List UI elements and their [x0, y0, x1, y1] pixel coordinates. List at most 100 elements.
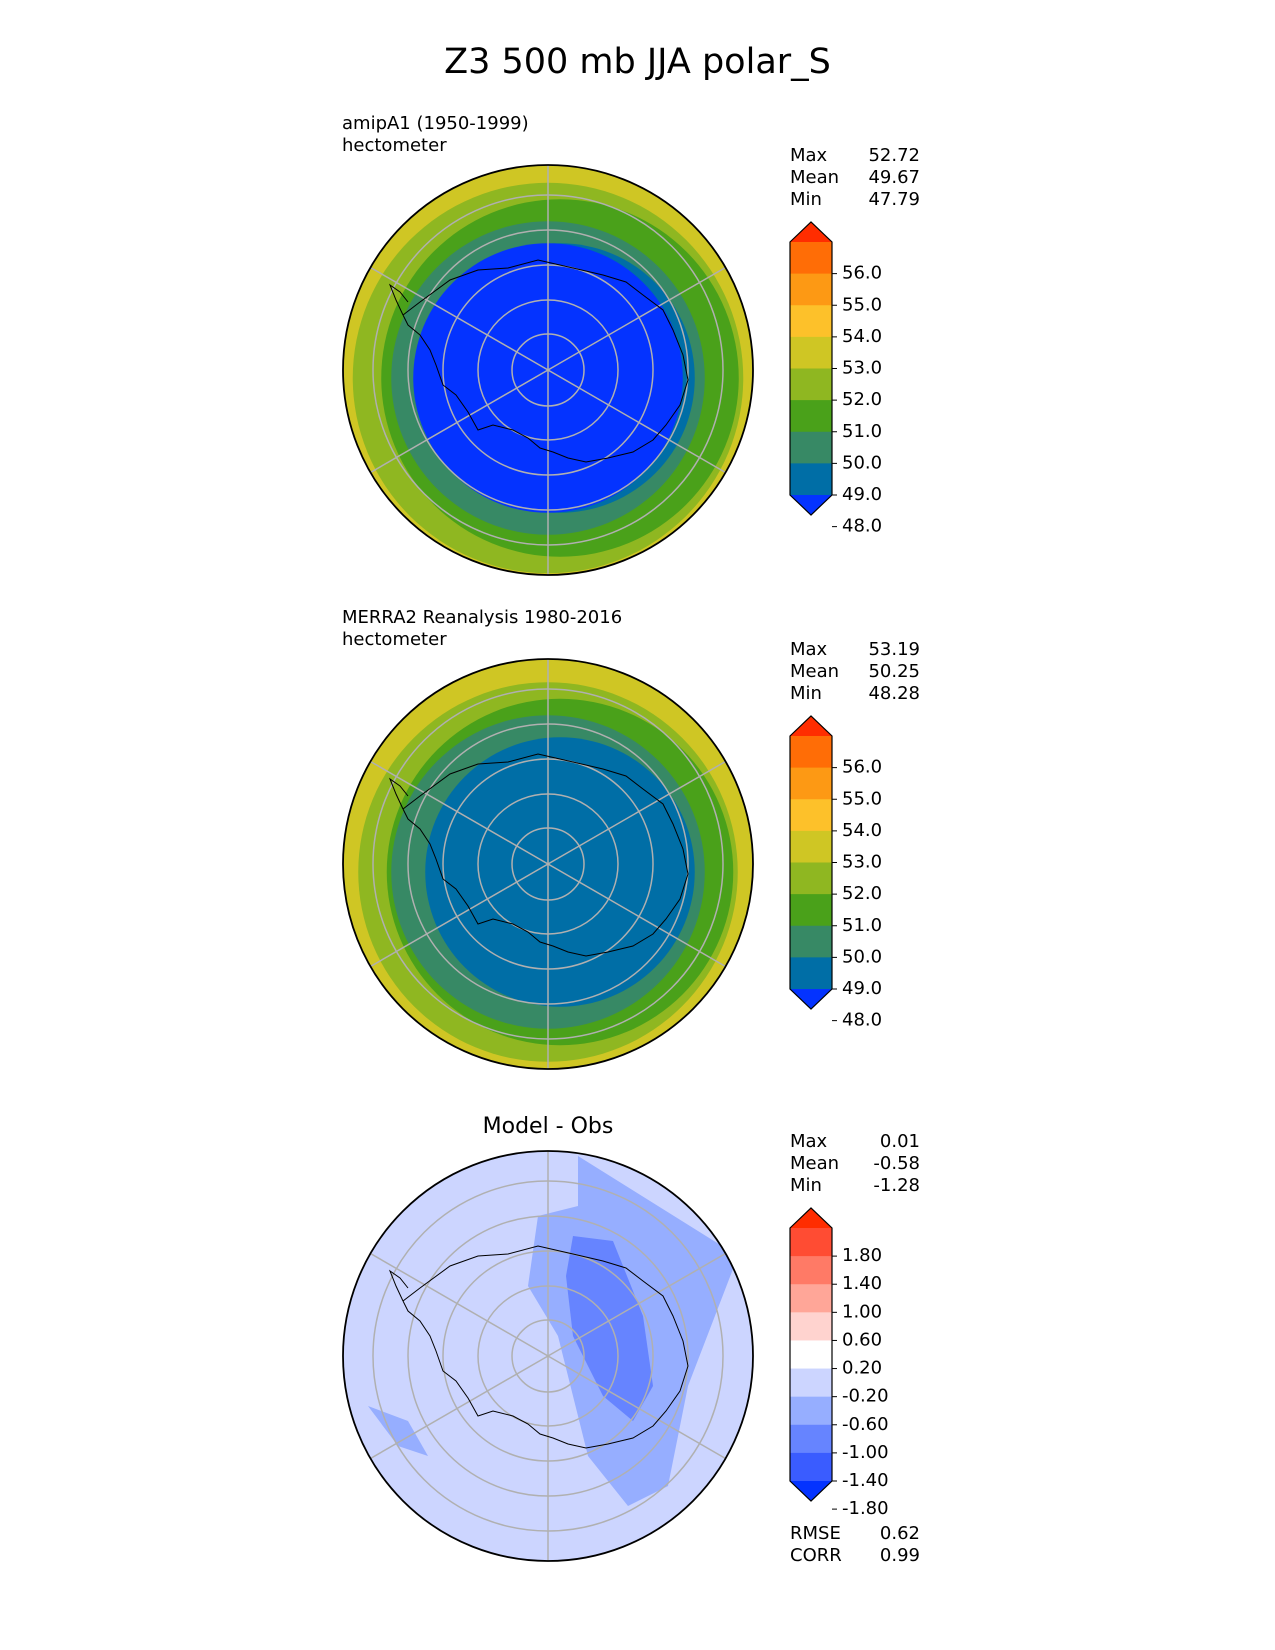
longitude-gridline: [547, 369, 726, 474]
stat-label: Max: [790, 639, 828, 660]
figure-title: Z3 500 mb JJA polar_S: [444, 42, 831, 82]
map-boundary: [342, 1150, 754, 1562]
colorbar-segment: [790, 368, 832, 401]
antarctica-coastline: [402, 753, 689, 957]
colorbar-tick-label: 0.20: [842, 1358, 882, 1379]
metric-value: 0.99: [879, 1545, 920, 1566]
metric-label: RMSE: [790, 1523, 841, 1544]
colorbar-segment: [790, 894, 832, 927]
panel3-metrics: RMSE 0.62 CORR 0.99: [790, 1523, 920, 1567]
stat-label: Min: [790, 683, 822, 704]
longitude-gridline: [370, 1252, 549, 1357]
longitude-gridline: [547, 863, 726, 968]
peninsula-coastline: [388, 283, 409, 316]
panel2-stats: Max 53.19 Mean 50.25 Min 48.28: [790, 639, 920, 705]
stat-value: 0.01: [879, 1131, 920, 1152]
stat-value: 53.19: [868, 639, 920, 660]
colorbar-segment: [790, 799, 832, 832]
colorbar-tick-label: 1.00: [842, 1301, 882, 1322]
colorbar-tick-label: 49.0: [842, 978, 882, 999]
longitude-gridline: [547, 760, 726, 865]
map-boundary: [342, 658, 754, 1070]
stat-label: Max: [790, 145, 828, 166]
stat-value: 52.72: [868, 145, 920, 166]
colorbar-bottom-extend: [790, 1481, 832, 1501]
colorbar-segment: [790, 767, 832, 800]
colorbar-segment: [790, 1312, 832, 1341]
map-boundary: [342, 164, 754, 576]
colorbar-tick-label: 50.0: [842, 452, 882, 473]
colorbar-tick-label: -0.20: [842, 1386, 889, 1407]
panel2-title: MERRA2 Reanalysis 1980-2016: [342, 607, 623, 628]
colorbar-top-extend: [790, 1208, 832, 1228]
colorbar-segment: [790, 336, 832, 369]
stat-value: 48.28: [868, 683, 920, 704]
colorbar-segment: [790, 1424, 832, 1454]
colorbar-top-extend: [790, 716, 832, 736]
field-band: [425, 737, 695, 1007]
stat-value: 50.25: [868, 661, 920, 682]
colorbar-segment: [790, 400, 832, 433]
colorbar-segment: [790, 463, 832, 496]
colorbar-tick-label: 49.0: [842, 484, 882, 505]
colorbar-tick-label: 53.0: [842, 852, 882, 873]
antarctica-coastline: [402, 1245, 689, 1449]
colorbar-segment: [790, 273, 832, 306]
field-band-dark: [566, 1236, 653, 1421]
stat-value: -0.58: [873, 1153, 920, 1174]
colorbar-tick-label: 53.0: [842, 358, 882, 379]
colorbar-bottom-extend: [790, 989, 832, 1009]
metric-value: 0.62: [879, 1523, 920, 1544]
colorbar-segment: [790, 1228, 832, 1257]
stat-value: -1.28: [873, 1175, 920, 1196]
colorbar-tick-label: 51.0: [842, 421, 882, 442]
colorbar-segment: [790, 305, 832, 338]
colorbar-segment: [790, 242, 832, 275]
colorbar-tick-label: 48.0: [842, 516, 882, 537]
colorbar-segment: [790, 1396, 832, 1426]
colorbar-top-extend: [790, 222, 832, 242]
colorbar-tick-label: 56.0: [842, 263, 882, 284]
peninsula-coastline: [388, 1269, 409, 1302]
colorbar-segment: [790, 1340, 832, 1370]
colorbar-tick-label: -1.40: [842, 1470, 889, 1491]
colorbar-tick-label: 55.0: [842, 294, 882, 315]
longitude-gridline: [547, 266, 726, 371]
colorbar-segment: [790, 1368, 832, 1398]
colorbar-tick-label: -1.00: [842, 1442, 889, 1463]
colorbar-segment: [790, 830, 832, 863]
panel2-map: 56.0 55.0 54.0 53.0 52.0 51.0 50.0 49.0 48.0: [342, 658, 882, 1070]
colorbar-segment: [790, 1284, 832, 1313]
stat-label: Min: [790, 189, 822, 210]
grid-group: [370, 165, 726, 575]
stat-label: Mean: [790, 661, 840, 682]
colorbar-tick-label: 56.0: [842, 757, 882, 778]
peninsula-coastline: [388, 777, 409, 810]
longitude-gridline: [370, 863, 549, 968]
panel1-title: amipA1 (1950-1999): [342, 113, 529, 134]
longitude-gridline: [370, 760, 549, 865]
colorbar-segment: [790, 957, 832, 990]
colorbar-segment: [790, 1256, 832, 1285]
antarctica-coastline: [402, 259, 689, 463]
colorbar-segment: [790, 736, 832, 769]
stat-label: Min: [790, 1175, 822, 1196]
longitude-gridline: [370, 266, 549, 371]
colorbar-tick-label: 55.0: [842, 788, 882, 809]
stat-label: Mean: [790, 1153, 840, 1174]
stat-value: 47.79: [868, 189, 920, 210]
colorbar-tick-label: 54.0: [842, 326, 882, 347]
longitude-gridline: [370, 369, 549, 474]
colorbar-segment: [790, 925, 832, 958]
colorbar-tick-label: 54.0: [842, 820, 882, 841]
longitude-gridline: [547, 1252, 726, 1357]
grid-group: [370, 659, 726, 1069]
colorbar-segment: [790, 1452, 832, 1482]
colorbar-tick-label: 50.0: [842, 946, 882, 967]
panel3-map: 1.80 1.40 1.00 0.60 0.20 -0.20 -0.60 -1.00 -1.40…: [342, 1150, 889, 1562]
colorbar-tick-label: -1.80: [842, 1498, 889, 1519]
panel1-units: hectometer: [342, 135, 447, 156]
panel1-stats: Max 52.72 Mean 49.67 Min 47.79: [790, 145, 920, 211]
longitude-gridline: [370, 1355, 549, 1460]
